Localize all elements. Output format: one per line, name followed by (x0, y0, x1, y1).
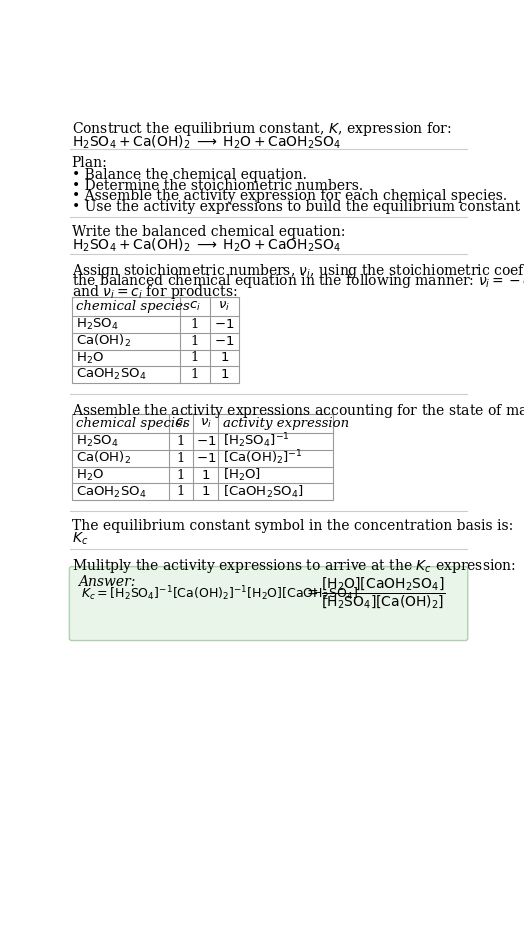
Text: Mulitply the activity expressions to arrive at the $K_c$ expression:: Mulitply the activity expressions to arr… (72, 557, 516, 575)
Text: 1: 1 (191, 368, 199, 381)
Text: • Assemble the activity expression for each chemical species.: • Assemble the activity expression for e… (72, 190, 507, 203)
Text: $\nu_i$: $\nu_i$ (200, 417, 212, 430)
Text: chemical species: chemical species (75, 417, 189, 430)
Text: The equilibrium constant symbol in the concentration basis is:: The equilibrium constant symbol in the c… (72, 519, 513, 533)
Text: and $\nu_i = c_i$ for products:: and $\nu_i = c_i$ for products: (72, 284, 237, 301)
Text: Plan:: Plan: (72, 157, 107, 170)
Text: $\mathrm{H_2SO_4}$: $\mathrm{H_2SO_4}$ (75, 317, 118, 331)
Text: 1: 1 (191, 318, 199, 330)
Text: 1: 1 (220, 351, 228, 364)
Text: the balanced chemical equation in the following manner: $\nu_i = -c_i$ for react: the balanced chemical equation in the fo… (72, 272, 524, 290)
Text: Answer:: Answer: (78, 575, 135, 589)
Text: chemical species: chemical species (75, 300, 189, 313)
Text: $\mathrm{CaOH_2SO_4}$: $\mathrm{CaOH_2SO_4}$ (75, 484, 146, 499)
Text: • Determine the stoichiometric numbers.: • Determine the stoichiometric numbers. (72, 178, 363, 193)
Text: $-1$: $-1$ (214, 318, 235, 330)
Text: 1: 1 (177, 452, 185, 465)
Text: 1: 1 (191, 351, 199, 364)
Text: $[\mathrm{CaOH_2SO_4}]$: $[\mathrm{CaOH_2SO_4}]$ (223, 484, 303, 500)
Text: $-1$: $-1$ (195, 452, 216, 465)
Text: $c_i$: $c_i$ (189, 300, 201, 313)
Text: $\mathrm{H_2SO_4 + Ca(OH)_2 \;\longrightarrow\; H_2O + CaOH_2SO_4}$: $\mathrm{H_2SO_4 + Ca(OH)_2 \;\longright… (72, 237, 341, 254)
Text: $[\mathrm{H_2O}]$: $[\mathrm{H_2O}]$ (223, 467, 261, 483)
Text: Write the balanced chemical equation:: Write the balanced chemical equation: (72, 225, 345, 239)
Text: 1: 1 (177, 435, 185, 448)
Text: $[\mathrm{Ca(OH)_2}]^{-1}$: $[\mathrm{Ca(OH)_2}]^{-1}$ (223, 449, 302, 468)
Text: $c_i$: $c_i$ (175, 417, 187, 430)
Text: 1: 1 (177, 486, 185, 498)
Bar (72, 414, 333, 500)
Text: Assign stoichiometric numbers, $\nu_i$, using the stoichiometric coefficients, $: Assign stoichiometric numbers, $\nu_i$, … (72, 262, 524, 280)
Text: 1: 1 (202, 486, 210, 498)
Text: Construct the equilibrium constant, $K$, expression for:: Construct the equilibrium constant, $K$,… (72, 120, 451, 138)
Text: 1: 1 (220, 368, 228, 381)
Text: $\mathrm{H_2SO_4}$: $\mathrm{H_2SO_4}$ (75, 434, 118, 449)
Text: $\mathrm{H_2O}$: $\mathrm{H_2O}$ (75, 350, 104, 365)
Text: $-1$: $-1$ (195, 435, 216, 448)
Text: $\mathrm{H_2O}$: $\mathrm{H_2O}$ (75, 468, 104, 482)
Text: $\nu_i$: $\nu_i$ (219, 300, 231, 313)
FancyBboxPatch shape (69, 567, 468, 641)
Bar (72, 297, 239, 383)
Text: $[\mathrm{H_2SO_4}]^{-1}$: $[\mathrm{H_2SO_4}]^{-1}$ (223, 432, 290, 451)
Text: $\mathrm{Ca(OH)_2}$: $\mathrm{Ca(OH)_2}$ (75, 450, 130, 466)
Text: $= \dfrac{[\mathrm{H_2O}][\mathrm{CaOH_2SO_4}]}{[\mathrm{H_2SO_4}][\mathrm{Ca(OH: $= \dfrac{[\mathrm{H_2O}][\mathrm{CaOH_2… (304, 576, 446, 611)
Text: $\mathrm{H_2SO_4 + Ca(OH)_2 \;\longrightarrow\; H_2O + CaOH_2SO_4}$: $\mathrm{H_2SO_4 + Ca(OH)_2 \;\longright… (72, 133, 341, 151)
Text: $K_c$: $K_c$ (72, 530, 88, 547)
Text: 1: 1 (202, 469, 210, 481)
Text: Assemble the activity expressions accounting for the state of matter and $\nu_i$: Assemble the activity expressions accoun… (72, 401, 524, 419)
Text: • Use the activity expressions to build the equilibrium constant expression.: • Use the activity expressions to build … (72, 200, 524, 214)
Text: $K_c = [\mathrm{H_2SO_4}]^{-1}[\mathrm{Ca(OH)_2}]^{-1}[\mathrm{H_2O}][\mathrm{Ca: $K_c = [\mathrm{H_2SO_4}]^{-1}[\mathrm{C… (81, 585, 358, 603)
Text: • Balance the chemical equation.: • Balance the chemical equation. (72, 168, 307, 182)
Text: activity expression: activity expression (223, 417, 349, 430)
Text: 1: 1 (177, 469, 185, 481)
Text: $\mathrm{CaOH_2SO_4}$: $\mathrm{CaOH_2SO_4}$ (75, 367, 146, 382)
Text: 1: 1 (191, 335, 199, 347)
Text: $\mathrm{Ca(OH)_2}$: $\mathrm{Ca(OH)_2}$ (75, 333, 130, 349)
Text: $-1$: $-1$ (214, 335, 235, 347)
